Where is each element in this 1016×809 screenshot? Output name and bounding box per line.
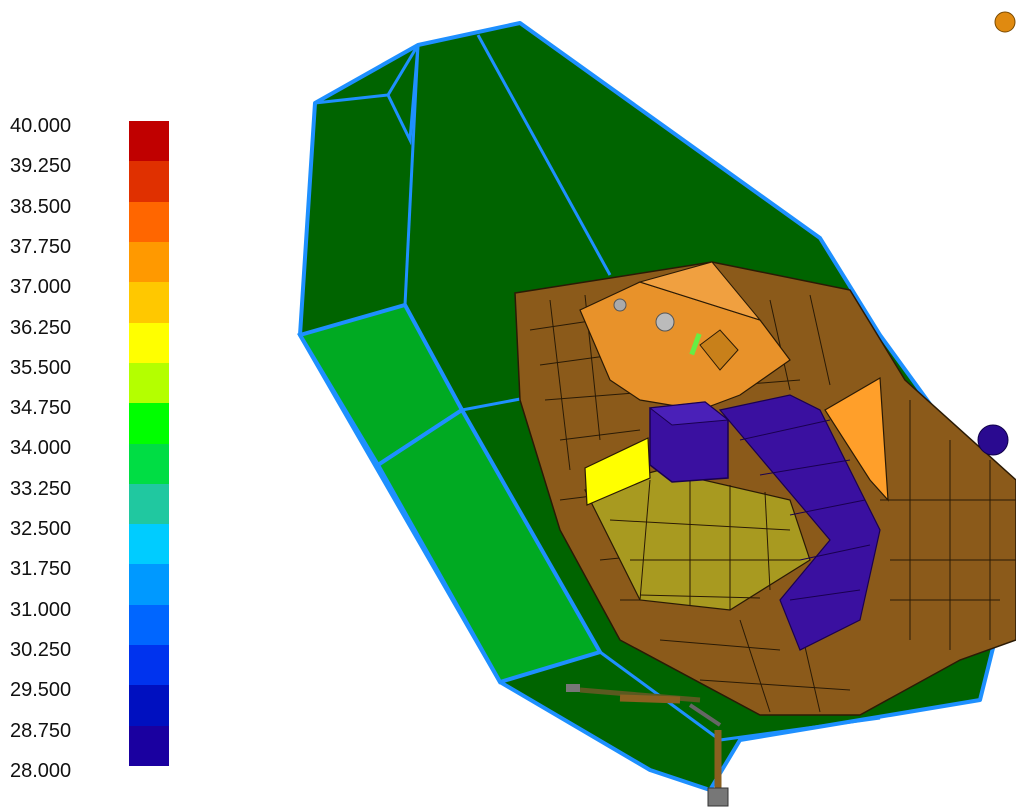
- legend-tick-label: 32.500: [10, 518, 72, 540]
- color-band: [129, 725, 169, 766]
- legend-tick-label: 34.000: [10, 437, 72, 460]
- shell-edge: [476, 34, 612, 276]
- color-band: [129, 362, 169, 404]
- legend-tick-label: 37.750: [10, 235, 72, 258]
- olive-grid: [609, 478, 800, 610]
- color-band: [129, 483, 169, 525]
- legend-tick-label: 35.500: [10, 356, 72, 379]
- color-band: [129, 645, 169, 686]
- color-band: [129, 241, 169, 283]
- color-band: [129, 201, 169, 242]
- legend-tick-label: 40.000: [10, 115, 72, 137]
- shell-edge: [719, 716, 881, 742]
- color-band: [129, 161, 169, 202]
- legend-tick-label: 37.000: [10, 276, 72, 299]
- yellow-face: [584, 437, 651, 506]
- legend-tick-label: 28.000: [10, 759, 72, 782]
- support-rod: [688, 703, 722, 727]
- green-rod: [689, 332, 702, 356]
- orange-small-block: [699, 329, 739, 371]
- color-bar: [129, 121, 169, 766]
- legend-tick-label: 36.250: [10, 316, 72, 339]
- legend-tick-label: 39.250: [10, 155, 72, 178]
- color-band: [129, 443, 169, 484]
- leg-foot: [707, 787, 729, 807]
- purple-sphere: [977, 424, 1009, 456]
- orange-sphere: [994, 11, 1016, 33]
- legend-tick-label: 33.250: [10, 477, 72, 500]
- rod-end: [566, 684, 580, 692]
- color-band: [129, 322, 169, 363]
- legend-tick-label: 34.750: [10, 397, 72, 420]
- shell-edge: [403, 44, 420, 306]
- legend-tick-label: 31.750: [10, 558, 72, 581]
- purple-strip: [718, 394, 881, 651]
- legend-tick-label: 38.500: [10, 195, 72, 218]
- color-scale-legend: 40.000 39.250 38.500 37.750 37.000 36.250 35.5…: [0, 0, 200, 809]
- color-band: [129, 282, 169, 323]
- legend-tick-label: 31.000: [10, 598, 72, 621]
- legend-tick-label: 30.250: [10, 638, 72, 661]
- color-band: [129, 524, 169, 565]
- color-band: [129, 403, 169, 444]
- color-band: [129, 685, 169, 726]
- legend-tick-label: 28.750: [10, 719, 72, 742]
- color-band: [129, 121, 169, 162]
- color-band: [129, 564, 169, 605]
- color-band: [129, 604, 169, 646]
- gray-sphere: [655, 312, 675, 332]
- gray-sphere: [613, 298, 627, 312]
- purple-cube-top: [648, 401, 730, 426]
- legend-tick-label: 29.500: [10, 679, 72, 702]
- support-rod: [619, 694, 681, 704]
- orange-side-panel: [824, 376, 889, 502]
- purple-grid: [739, 419, 871, 601]
- orange-block-top: [638, 261, 762, 321]
